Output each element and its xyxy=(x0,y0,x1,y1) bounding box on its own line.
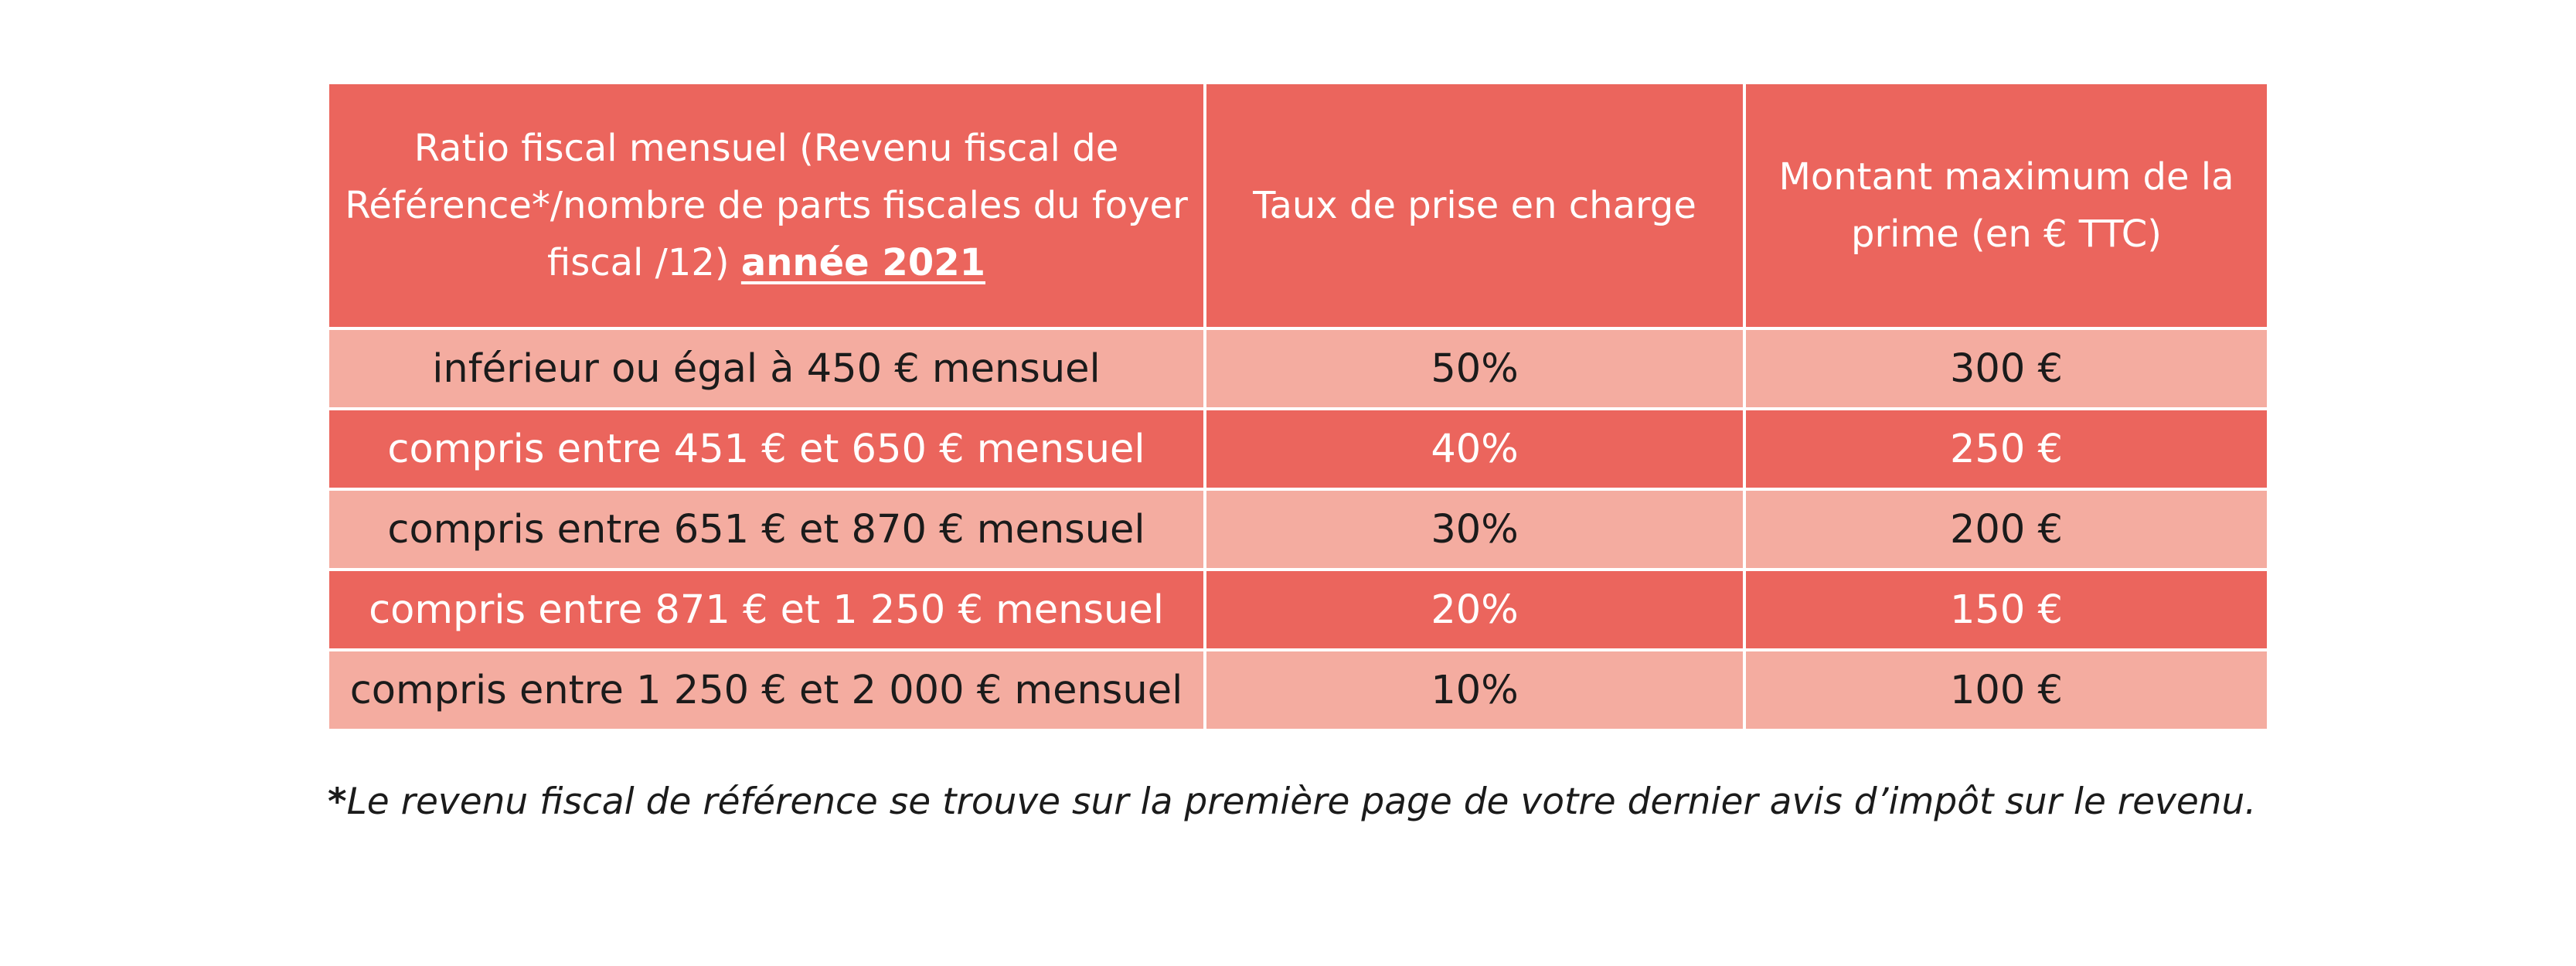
cell-taux: 30% xyxy=(1203,488,1746,571)
cell-montant: 200 € xyxy=(1743,488,2270,571)
cell-ratio: compris entre 651 € et 870 € mensuel xyxy=(326,488,1206,571)
table-row: inférieur ou égal à 450 € mensuel 50% 30… xyxy=(326,327,2270,410)
footnote: *Le revenu fiscal de référence se trouve… xyxy=(328,781,2256,823)
bonus-rate-table: Ratio fiscal mensuel (Revenu fiscal de R… xyxy=(326,81,2270,732)
header-ratio-fiscal-label: Ratio fiscal mensuel (Revenu fiscal de R… xyxy=(345,127,1188,284)
table-header-row: Ratio fiscal mensuel (Revenu fiscal de R… xyxy=(326,81,2270,330)
table-row: compris entre 651 € et 870 € mensuel 30%… xyxy=(326,488,2270,571)
cell-taux: 20% xyxy=(1203,568,1746,651)
cell-ratio: compris entre 871 € et 1 250 € mensuel xyxy=(326,568,1206,651)
cell-montant: 300 € xyxy=(1743,327,2270,410)
cell-ratio: compris entre 451 € et 650 € mensuel xyxy=(326,407,1206,491)
cell-montant: 100 € xyxy=(1743,648,2270,732)
footnote-text: Le revenu fiscal de référence se trouve … xyxy=(346,781,2257,823)
cell-montant: 150 € xyxy=(1743,568,2270,651)
cell-taux: 50% xyxy=(1203,327,1746,410)
cell-taux: 10% xyxy=(1203,648,1746,732)
table-row: compris entre 451 € et 650 € mensuel 40%… xyxy=(326,407,2270,491)
cell-ratio: inférieur ou égal à 450 € mensuel xyxy=(326,327,1206,410)
bonus-rate-table-container: Ratio fiscal mensuel (Revenu fiscal de R… xyxy=(326,81,2270,732)
header-montant: Montant maximum de la prime (en € TTC) xyxy=(1743,81,2270,330)
cell-montant: 250 € xyxy=(1743,407,2270,491)
table-row: compris entre 871 € et 1 250 € mensuel 2… xyxy=(326,568,2270,651)
header-taux: Taux de prise en charge xyxy=(1203,81,1746,330)
header-ratio-fiscal: Ratio fiscal mensuel (Revenu fiscal de R… xyxy=(326,81,1206,330)
header-ratio-fiscal-year: année 2021 xyxy=(740,241,986,284)
table-row: compris entre 1 250 € et 2 000 € mensuel… xyxy=(326,648,2270,732)
footnote-marker: * xyxy=(328,781,347,823)
cell-taux: 40% xyxy=(1203,407,1746,491)
cell-ratio: compris entre 1 250 € et 2 000 € mensuel xyxy=(326,648,1206,732)
